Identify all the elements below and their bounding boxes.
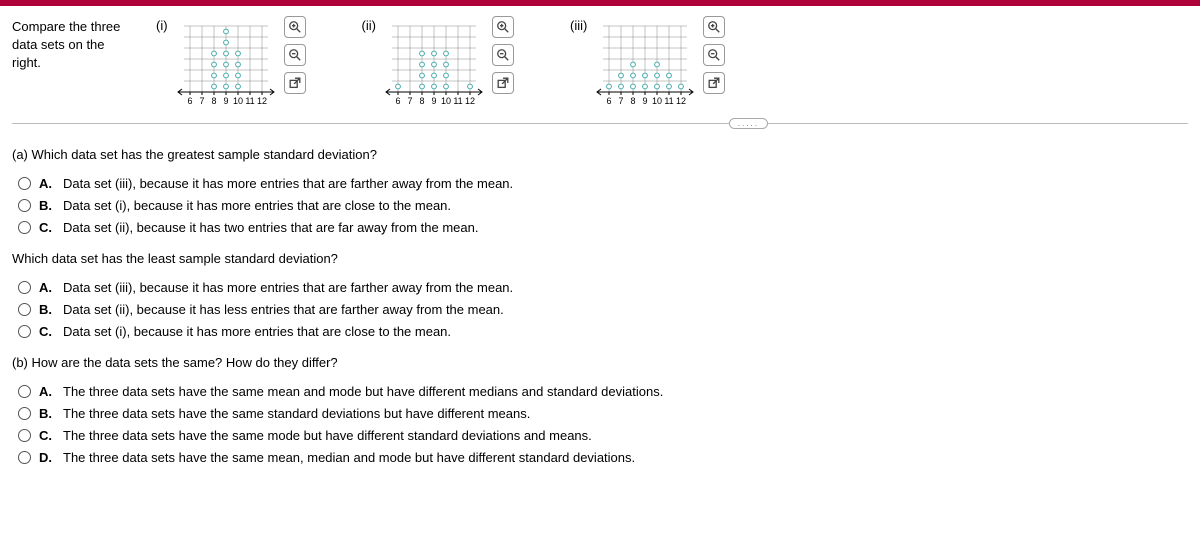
- svg-text:9: 9: [431, 96, 436, 106]
- questions-section: (a) Which data set has the greatest samp…: [12, 147, 1188, 465]
- option-text: The three data sets have the same mean, …: [63, 450, 635, 465]
- svg-text:12: 12: [465, 96, 475, 106]
- svg-text:10: 10: [233, 96, 243, 106]
- question-b-options: A. The three data sets have the same mean…: [18, 384, 1188, 465]
- radio-button[interactable]: [18, 429, 31, 442]
- qb-option[interactable]: A. The three data sets have the same mean…: [18, 384, 1188, 399]
- qa2-option[interactable]: A. Data set (iii), because it has more en…: [18, 280, 1188, 295]
- svg-text:11: 11: [453, 96, 462, 106]
- svg-text:9: 9: [223, 96, 228, 106]
- option-letter: D.: [39, 450, 55, 465]
- option-letter: C.: [39, 428, 55, 443]
- radio-button[interactable]: [18, 385, 31, 398]
- option-letter: B.: [39, 198, 55, 213]
- prompt-text: Compare the three data sets on the right…: [12, 16, 132, 73]
- dotplot-2: (ii) 6789 101112: [362, 16, 514, 111]
- popout-icon[interactable]: [703, 72, 725, 94]
- zoom-out-icon[interactable]: [284, 44, 306, 66]
- dotplot-1: (i) 6789 101112: [156, 16, 306, 111]
- option-text: The three data sets have the same mode b…: [63, 428, 592, 443]
- option-text: Data set (ii), because it has less entri…: [63, 302, 504, 317]
- svg-text:7: 7: [619, 96, 624, 106]
- dotplot-svg: 6789 101112: [176, 16, 276, 111]
- question-b-text: (b) How are the data sets the same? How …: [12, 355, 1188, 370]
- radio-button[interactable]: [18, 199, 31, 212]
- qb-option[interactable]: D. The three data sets have the same mean…: [18, 450, 1188, 465]
- svg-text:6: 6: [607, 96, 612, 106]
- svg-text:7: 7: [407, 96, 412, 106]
- svg-text:7: 7: [199, 96, 204, 106]
- question-a2-options: A. Data set (iii), because it has more en…: [18, 280, 1188, 339]
- plot-label: (ii): [362, 16, 376, 33]
- svg-text:12: 12: [676, 96, 686, 106]
- plot-label: (i): [156, 16, 168, 33]
- option-text: The three data sets have the same mean a…: [63, 384, 663, 399]
- radio-button[interactable]: [18, 281, 31, 294]
- qa2-option[interactable]: B. Data set (ii), because it has less ent…: [18, 302, 1188, 317]
- zoom-in-icon[interactable]: [492, 16, 514, 38]
- svg-text:10: 10: [652, 96, 662, 106]
- option-text: Data set (iii), because it has more entr…: [63, 176, 513, 191]
- zoom-out-icon[interactable]: [492, 44, 514, 66]
- popout-icon[interactable]: [284, 72, 306, 94]
- option-text: Data set (ii), because it has two entrie…: [63, 220, 478, 235]
- qa2-option[interactable]: C. Data set (i), because it has more entr…: [18, 324, 1188, 339]
- svg-text:11: 11: [665, 96, 674, 106]
- radio-button[interactable]: [18, 451, 31, 464]
- popout-icon[interactable]: [492, 72, 514, 94]
- svg-text:6: 6: [187, 96, 192, 106]
- question-a2-text: Which data set has the least sample stan…: [12, 251, 1188, 266]
- svg-text:12: 12: [257, 96, 267, 106]
- dotplot-svg: 6789 101112: [595, 16, 695, 111]
- option-letter: A.: [39, 176, 55, 191]
- more-indicator[interactable]: .....: [729, 118, 768, 129]
- option-letter: A.: [39, 280, 55, 295]
- section-divider: [12, 123, 1188, 124]
- option-text: Data set (i), because it has more entrie…: [63, 324, 451, 339]
- svg-text:9: 9: [643, 96, 648, 106]
- option-letter: B.: [39, 406, 55, 421]
- svg-text:8: 8: [419, 96, 424, 106]
- radio-button[interactable]: [18, 303, 31, 316]
- question-a-text: (a) Which data set has the greatest samp…: [12, 147, 1188, 162]
- qa-option[interactable]: A. Data set (iii), because it has more en…: [18, 176, 1188, 191]
- qb-option[interactable]: B. The three data sets have the same stan…: [18, 406, 1188, 421]
- dotplot-3: (iii) 6789 101112: [570, 16, 725, 111]
- question-a-options: A. Data set (iii), because it has more en…: [18, 176, 1188, 235]
- svg-text:6: 6: [395, 96, 400, 106]
- svg-text:8: 8: [631, 96, 636, 106]
- zoom-in-icon[interactable]: [703, 16, 725, 38]
- plot-label: (iii): [570, 16, 587, 33]
- svg-text:10: 10: [441, 96, 451, 106]
- zoom-in-icon[interactable]: [284, 16, 306, 38]
- option-letter: C.: [39, 324, 55, 339]
- qa-option[interactable]: C. Data set (ii), because it has two entr…: [18, 220, 1188, 235]
- option-text: Data set (iii), because it has more entr…: [63, 280, 513, 295]
- svg-text:11: 11: [245, 96, 254, 106]
- radio-button[interactable]: [18, 325, 31, 338]
- option-text: Data set (i), because it has more entrie…: [63, 198, 451, 213]
- option-letter: C.: [39, 220, 55, 235]
- option-letter: B.: [39, 302, 55, 317]
- plots-row: (i)6789101112(ii)6789101112(iii)67891011…: [156, 16, 1188, 111]
- qa-option[interactable]: B. Data set (i), because it has more entr…: [18, 198, 1188, 213]
- zoom-out-icon[interactable]: [703, 44, 725, 66]
- svg-text:8: 8: [211, 96, 216, 106]
- option-letter: A.: [39, 384, 55, 399]
- radio-button[interactable]: [18, 407, 31, 420]
- qb-option[interactable]: C. The three data sets have the same mode…: [18, 428, 1188, 443]
- option-text: The three data sets have the same standa…: [63, 406, 530, 421]
- radio-button[interactable]: [18, 177, 31, 190]
- radio-button[interactable]: [18, 221, 31, 234]
- dotplot-svg: 6789 101112: [384, 16, 484, 111]
